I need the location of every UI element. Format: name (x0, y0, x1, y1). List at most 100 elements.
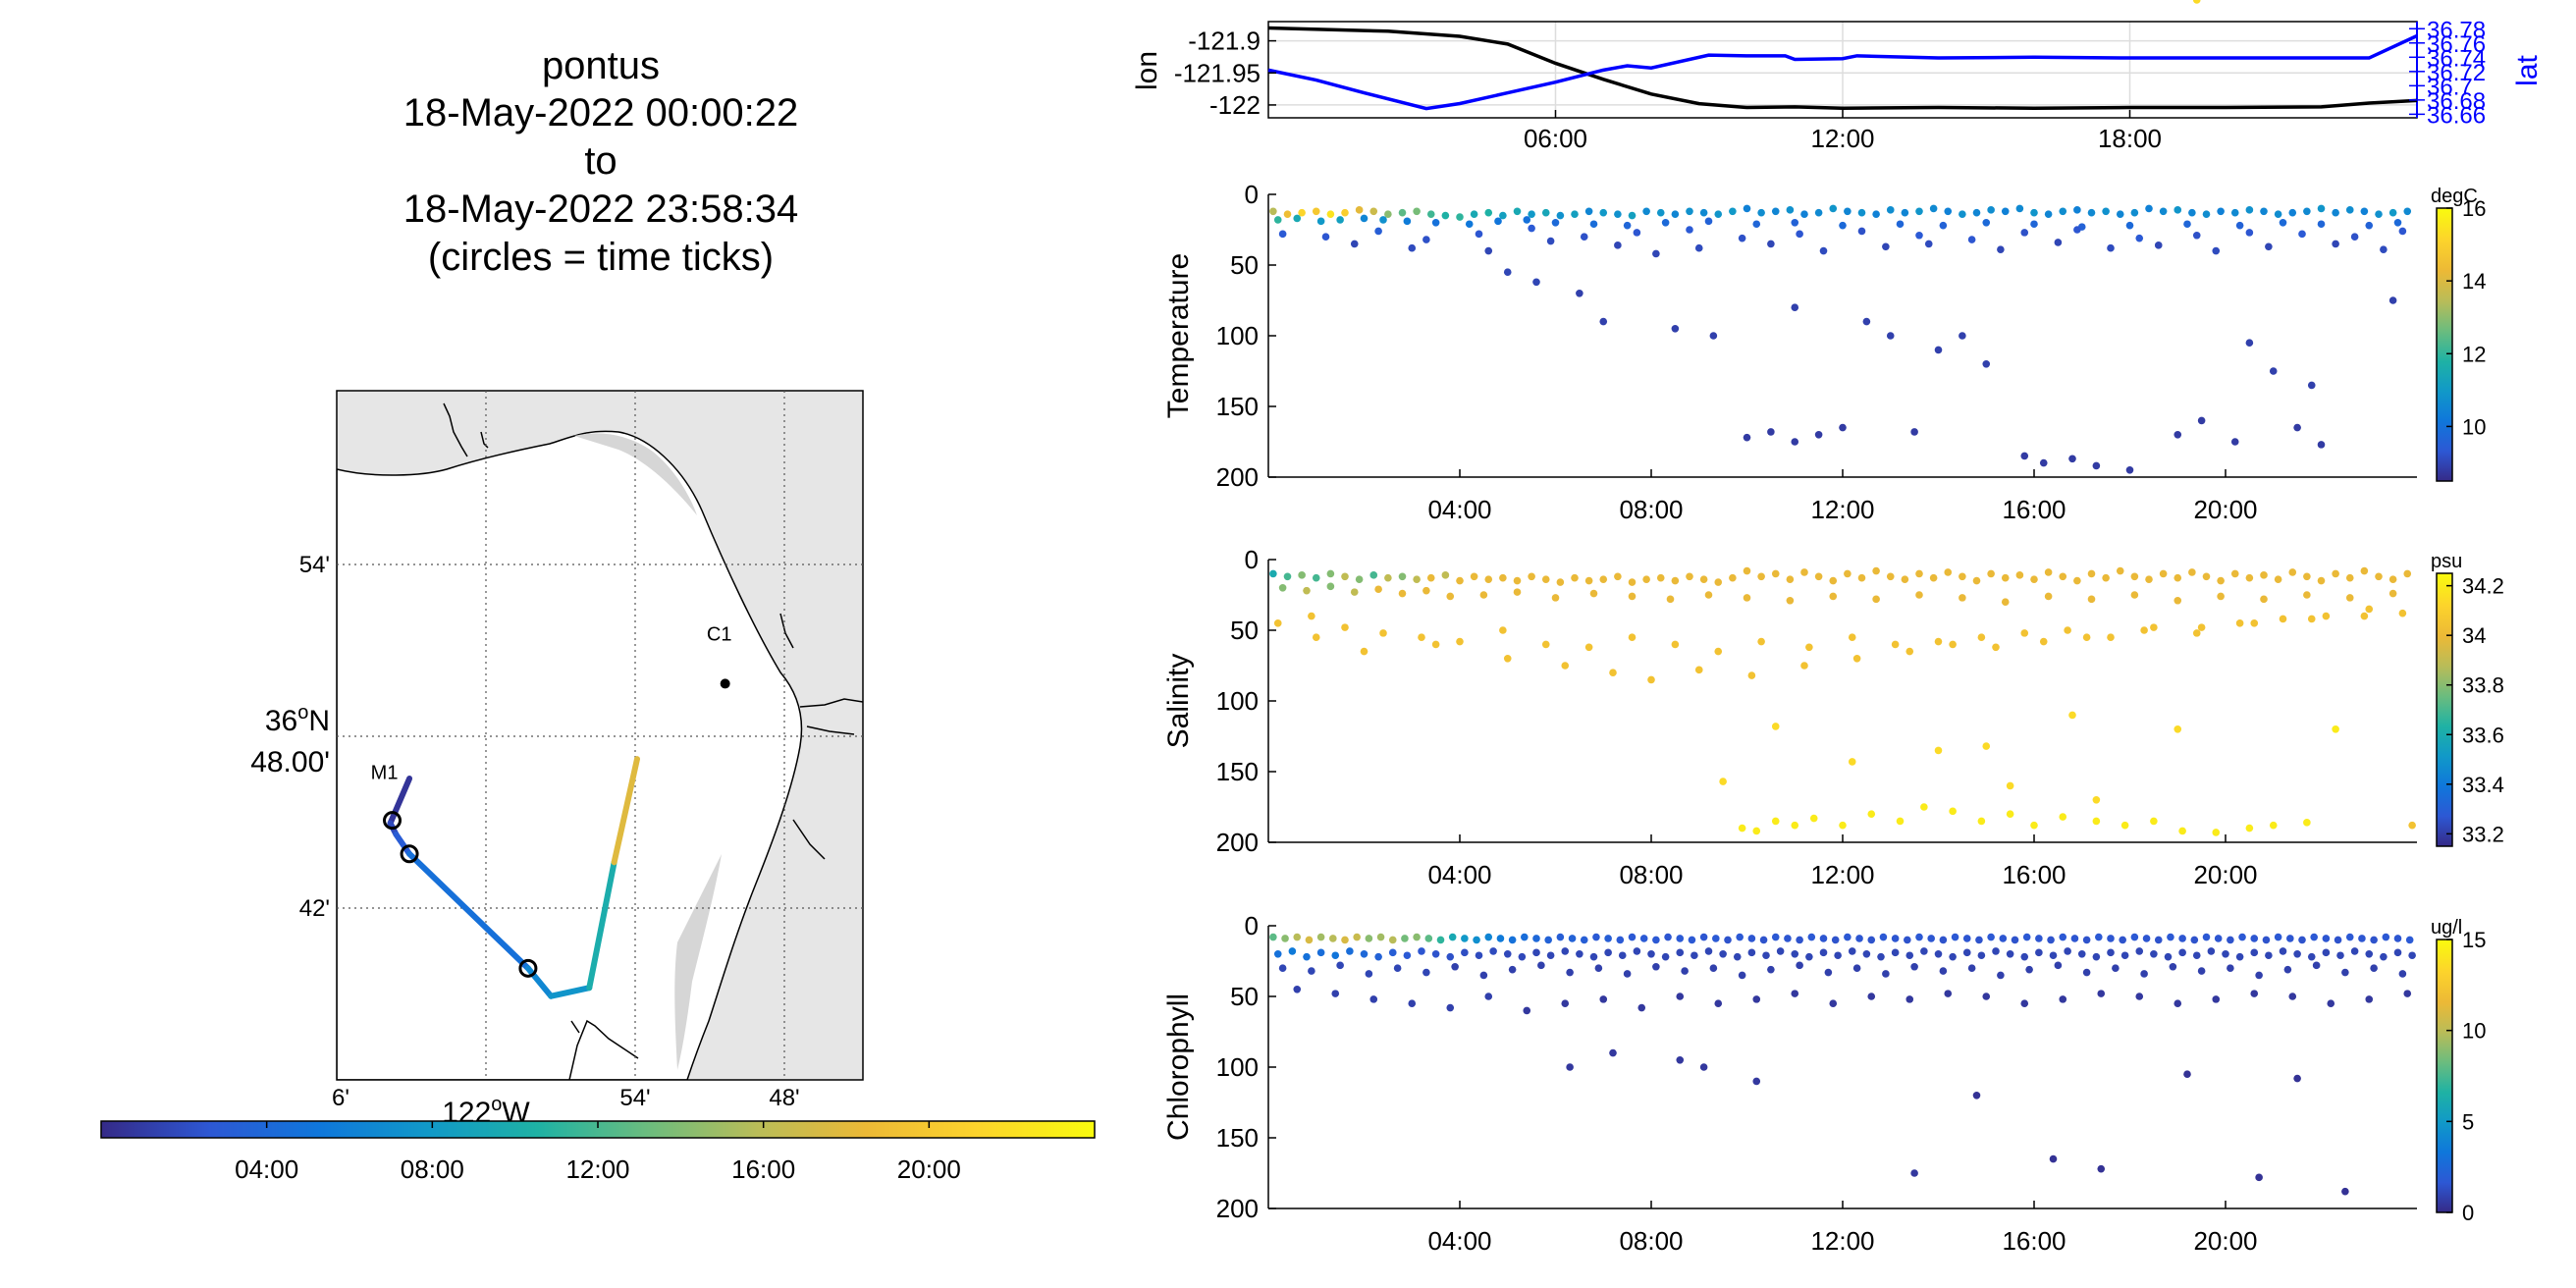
panel-temperature-point (2260, 207, 2268, 216)
panel-temperature-point (1699, 208, 1708, 217)
panel-salinity-point (2174, 596, 2182, 605)
map-stations: M1 C1 (371, 623, 732, 783)
panel-salinity-point (2260, 595, 2268, 604)
panel-temperature-point (2073, 226, 2081, 234)
panel-salinity-point (1303, 586, 1311, 595)
panel-chlorophyll-point (2288, 993, 2297, 1000)
panel-temperature-point (2279, 219, 2287, 227)
panel-chlorophyll-point (2197, 967, 2206, 975)
panel-temperature-point (2020, 452, 2029, 460)
panel-salinity-point (1959, 594, 1966, 602)
panel-temperature-point (1800, 210, 1808, 218)
panel-salinity-point (1872, 566, 1880, 575)
panel-temperature-point (1896, 220, 1905, 229)
lonlat-x-tick-label: 12:00 (1810, 124, 1874, 153)
panel-temperature-point (1686, 226, 1693, 234)
panel-temperature-point (1374, 227, 1382, 236)
panel-salinity-y-tick-label: 200 (1216, 828, 1259, 857)
panel-temperature-point (2174, 431, 2182, 439)
panel-chlorophyll-point (1997, 971, 2005, 980)
panel-salinity-colorbar (2436, 572, 2453, 847)
panel-chlorophyll-point (1618, 951, 1627, 960)
panel-chlorophyll-colorbar-tick-label: 15 (2462, 928, 2486, 952)
panel-chlorophyll-point (1473, 936, 1480, 944)
panel-salinity-point (2174, 573, 2182, 582)
panel-salinity-point (1987, 569, 1995, 578)
panel-chlorophyll-point (1972, 1092, 1981, 1100)
panel-chlorophyll-point (1676, 1056, 1685, 1064)
track-colorbar-tick-label: 04:00 (235, 1154, 298, 1184)
panel-salinity-point (2345, 594, 2354, 602)
panel-chlorophyll-point (1446, 1003, 1455, 1012)
panel-temperature-point (2235, 221, 2244, 230)
panel-chlorophyll-point (2322, 935, 2331, 942)
panel-temperature-point (1972, 208, 1981, 217)
panel-salinity-point (1326, 582, 1335, 591)
panel-salinity-point (2217, 576, 2225, 585)
panel-temperature-point (2332, 240, 2339, 248)
panel-temperature-point (2269, 367, 2278, 375)
map-water-bay (337, 430, 803, 1080)
panel-chlorophyll-point (2370, 936, 2378, 944)
panel-temperature-point (1580, 233, 1588, 241)
panel-temperature-point (1398, 208, 1407, 217)
panel-salinity-point (1350, 588, 1359, 596)
panel-salinity-point (1704, 591, 1713, 599)
panel-chlorophyll-point (1341, 936, 1349, 944)
panel-chlorophyll-point (1331, 990, 1340, 997)
panel-salinity-point (1499, 573, 1507, 582)
panel-salinity-point (2279, 615, 2287, 623)
panel-temperature-point (1528, 224, 1535, 233)
panel-chlorophyll-point (2167, 933, 2174, 941)
panel-temperature-point (2245, 206, 2254, 214)
panel-chlorophyll-point (1281, 935, 1289, 942)
panel-temperature-point (1503, 268, 1512, 277)
panel-chlorophyll-point (1992, 947, 2000, 955)
panel-salinity-point (1671, 576, 1680, 585)
panel-chlorophyll-colorbar-tick-label: 0 (2462, 1201, 2474, 1225)
panel-salinity-point (2059, 813, 2067, 821)
panel-chlorophyll-point (1776, 947, 1785, 955)
panel-chlorophyll-point (1699, 1063, 1708, 1071)
panel-temperature-point (1441, 211, 1450, 220)
panel-chlorophyll-point (1796, 961, 1803, 970)
panel-chlorophyll-colorbar (2436, 939, 2453, 1213)
panel-temperature-point (2015, 204, 2024, 213)
panel-temperature-point (1283, 210, 1292, 218)
panel-salinity-point (2260, 571, 2268, 579)
panel-temperature-point (1862, 317, 1871, 326)
panel-salinity-point (2365, 605, 2374, 614)
panel-salinity-point (2317, 576, 2326, 585)
panel-chlorophyll-point (1848, 947, 1856, 955)
panel-salinity-colorbar-tick-label: 34.2 (2462, 574, 2504, 599)
panel-chlorophyll-point (1422, 968, 1430, 977)
panel-chlorophyll-point (1413, 933, 1421, 941)
panel-temperature-x-tick-label: 20:00 (2193, 495, 2257, 524)
panel-salinity-point (1341, 572, 1349, 581)
panel-chlorophyll-point (1910, 962, 1918, 971)
panel-salinity-point (2197, 623, 2206, 631)
panel-salinity-point (2178, 827, 2186, 835)
panel-chlorophyll-point (1403, 951, 1412, 960)
panel-salinity-point (1584, 643, 1593, 652)
panel-salinity-point (1541, 640, 1550, 649)
lonlat-right-tick-label: 36.72 (2427, 60, 2486, 86)
panel-chlorophyll-point (1738, 971, 1746, 980)
panel-chlorophyll-point (2169, 962, 2177, 971)
panel-temperature-point (1484, 208, 1493, 217)
panel-chlorophyll-point (2054, 961, 2063, 970)
panel-chlorophyll-point (2140, 970, 2148, 978)
panel-chlorophyll-point (1676, 935, 1685, 942)
panel-salinity-point (2403, 569, 2412, 578)
panel-salinity-point (1982, 742, 1991, 750)
panel-chlorophyll-point (1690, 951, 1698, 960)
panel-chlorophyll-point (2398, 970, 2407, 978)
panel-temperature-point (2174, 206, 2182, 214)
panel-chlorophyll-point (2183, 1070, 2191, 1078)
panel-salinity-point (1413, 575, 1421, 583)
panel-chlorophyll-point (1329, 935, 1337, 942)
panel-temperature-point (2350, 233, 2359, 241)
panel-salinity-point (1513, 588, 1522, 596)
panel-salinity-point (1800, 568, 1808, 576)
panel-chlorophyll-point (2202, 933, 2211, 941)
